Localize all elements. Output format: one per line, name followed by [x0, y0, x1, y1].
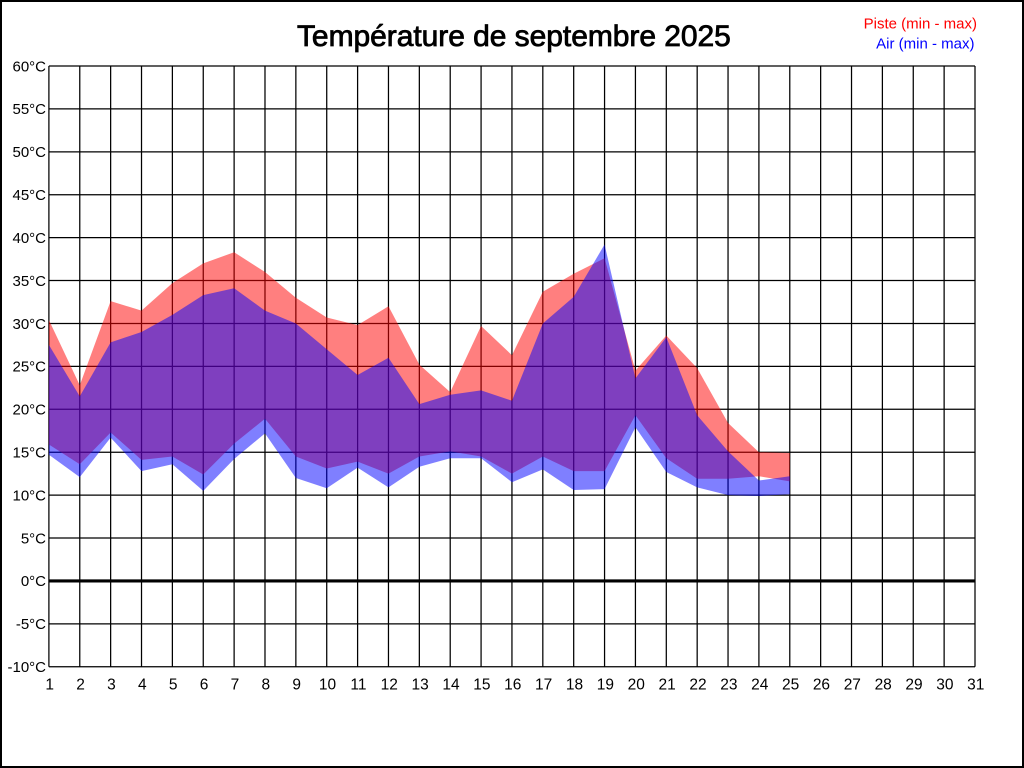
- svg-text:15°C: 15°C: [12, 445, 46, 462]
- svg-text:4: 4: [138, 676, 147, 693]
- svg-text:3: 3: [107, 676, 116, 693]
- svg-text:24: 24: [751, 676, 769, 693]
- svg-text:7: 7: [231, 676, 240, 693]
- svg-text:13: 13: [412, 676, 429, 693]
- svg-text:10: 10: [319, 676, 337, 693]
- svg-text:1: 1: [45, 676, 54, 693]
- svg-text:26: 26: [813, 676, 830, 693]
- svg-text:-10°C: -10°C: [7, 659, 46, 676]
- svg-text:25°C: 25°C: [12, 359, 46, 376]
- svg-text:27: 27: [844, 676, 861, 693]
- svg-text:11: 11: [350, 676, 366, 693]
- svg-text:22: 22: [689, 676, 706, 693]
- svg-text:16: 16: [504, 676, 521, 693]
- svg-text:Température de septembre 2025: Température de septembre 2025: [297, 20, 731, 53]
- svg-text:6: 6: [200, 676, 209, 693]
- svg-text:5: 5: [169, 676, 178, 693]
- svg-text:60°C: 60°C: [12, 58, 46, 75]
- svg-text:29: 29: [905, 676, 922, 693]
- svg-text:18: 18: [566, 676, 583, 693]
- svg-text:2: 2: [76, 676, 85, 693]
- svg-text:0°C: 0°C: [21, 573, 46, 590]
- svg-text:Air (min - max): Air (min - max): [876, 36, 974, 53]
- svg-text:30: 30: [936, 676, 954, 693]
- svg-text:5°C: 5°C: [21, 530, 46, 547]
- svg-text:15: 15: [473, 676, 490, 693]
- svg-text:35°C: 35°C: [12, 273, 46, 290]
- svg-text:21: 21: [658, 676, 675, 693]
- svg-text:40°C: 40°C: [12, 230, 46, 247]
- svg-text:45°C: 45°C: [12, 187, 46, 204]
- svg-text:25: 25: [782, 676, 799, 693]
- svg-text:28: 28: [875, 676, 892, 693]
- svg-text:23: 23: [720, 676, 737, 693]
- svg-text:55°C: 55°C: [12, 101, 46, 118]
- svg-text:20°C: 20°C: [12, 402, 46, 419]
- svg-text:8: 8: [261, 676, 270, 693]
- svg-text:17: 17: [535, 676, 552, 693]
- svg-text:10°C: 10°C: [12, 487, 46, 504]
- svg-text:50°C: 50°C: [12, 144, 46, 161]
- svg-text:20: 20: [628, 676, 646, 693]
- svg-text:Piste (min - max): Piste (min - max): [864, 15, 977, 32]
- svg-text:-5°C: -5°C: [16, 616, 46, 633]
- svg-text:19: 19: [597, 676, 614, 693]
- svg-text:14: 14: [442, 676, 460, 693]
- svg-text:12: 12: [381, 676, 398, 693]
- svg-text:30°C: 30°C: [12, 316, 46, 333]
- svg-text:9: 9: [292, 676, 301, 693]
- svg-text:31: 31: [967, 676, 984, 693]
